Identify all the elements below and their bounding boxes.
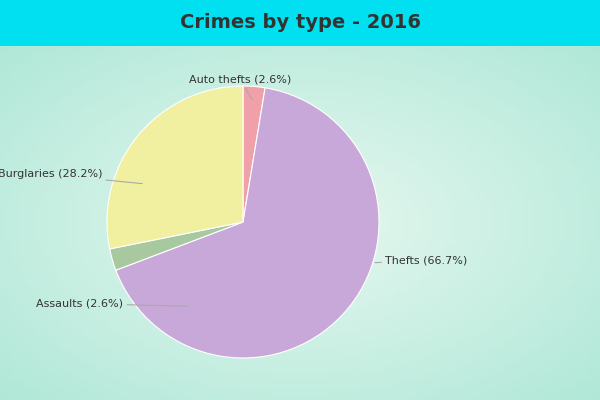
Text: Auto thefts (2.6%): Auto thefts (2.6%) <box>189 74 292 100</box>
Wedge shape <box>110 222 243 270</box>
Text: Burglaries (28.2%): Burglaries (28.2%) <box>0 170 142 184</box>
Wedge shape <box>107 86 243 249</box>
Text: Crimes by type - 2016: Crimes by type - 2016 <box>179 14 421 32</box>
Text: Thefts (66.7%): Thefts (66.7%) <box>375 255 468 265</box>
Text: Assaults (2.6%): Assaults (2.6%) <box>37 298 188 309</box>
Wedge shape <box>116 88 379 358</box>
Bar <box>0 0 600 46</box>
Wedge shape <box>243 86 265 222</box>
Text: City-Data.com: City-Data.com <box>482 67 562 77</box>
